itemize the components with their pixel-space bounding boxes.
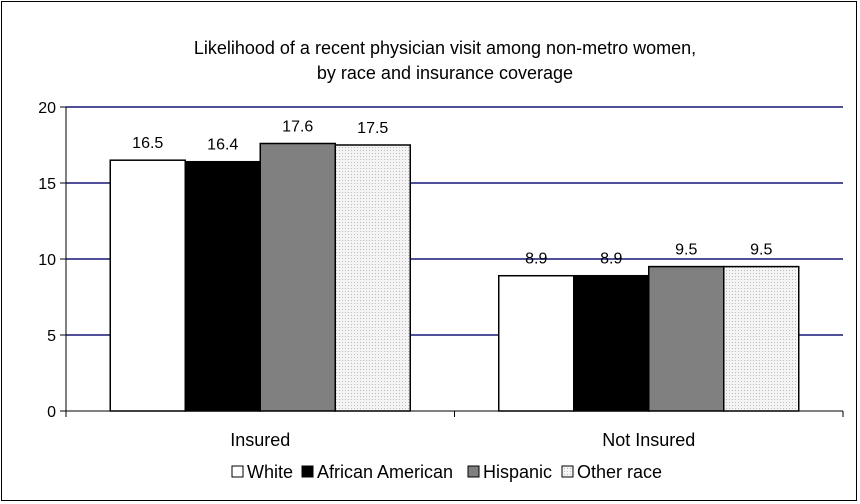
axes: 0 5 10 15 20 Insured Not Insured bbox=[38, 100, 844, 450]
bar-other-race-insured bbox=[334, 144, 411, 412]
bar-hispanic-not-insured bbox=[648, 265, 725, 412]
x-category-label: Not Insured bbox=[602, 430, 695, 450]
legend: White African American Hispanic Other race bbox=[231, 462, 662, 482]
data-label: 8.9 bbox=[600, 251, 622, 268]
bar-other-race-not-insured bbox=[723, 265, 800, 412]
data-label: 9.5 bbox=[675, 242, 697, 259]
bar-white-insured bbox=[109, 159, 186, 412]
chart-title: Likelihood of a recent physician visit a… bbox=[194, 38, 696, 83]
legend-label: White bbox=[247, 462, 293, 482]
data-labels: 16.5 16.4 17.6 17.5 8.9 8.9 9.5 9.5 bbox=[132, 118, 772, 267]
legend-swatch bbox=[301, 465, 314, 478]
y-tick-label: 10 bbox=[38, 252, 56, 269]
legend-label: African American bbox=[317, 462, 453, 482]
data-label: 9.5 bbox=[750, 242, 772, 259]
bar-african-american-insured bbox=[184, 160, 261, 412]
y-tick-label: 5 bbox=[47, 328, 56, 345]
chart-title-line-1: Likelihood of a recent physician visit a… bbox=[194, 38, 696, 58]
y-tick-label: 0 bbox=[47, 404, 56, 421]
bar-hispanic-insured bbox=[259, 142, 336, 412]
legend-swatch bbox=[561, 465, 574, 478]
legend-label: Other race bbox=[577, 462, 662, 482]
y-tick-label: 20 bbox=[38, 100, 56, 117]
legend-item-white: White bbox=[231, 462, 293, 482]
legend-item-african-american: African American bbox=[301, 462, 453, 482]
legend-swatch bbox=[231, 465, 244, 478]
legend-item-hispanic: Hispanic bbox=[467, 462, 552, 482]
legend-label: Hispanic bbox=[483, 462, 552, 482]
legend-swatch bbox=[467, 465, 480, 478]
bar-white-not-insured bbox=[498, 274, 575, 412]
bar-african-american-not-insured bbox=[573, 274, 650, 412]
legend-item-other-race: Other race bbox=[561, 462, 662, 482]
data-label: 16.4 bbox=[207, 137, 238, 154]
y-tick-label: 15 bbox=[38, 176, 56, 193]
data-label: 17.5 bbox=[357, 120, 388, 137]
chart-title-line-2: by race and insurance coverage bbox=[317, 63, 573, 83]
x-category-label: Insured bbox=[230, 430, 290, 450]
data-label: 16.5 bbox=[132, 135, 163, 152]
data-label: 8.9 bbox=[525, 251, 547, 268]
data-label: 17.6 bbox=[282, 118, 313, 135]
